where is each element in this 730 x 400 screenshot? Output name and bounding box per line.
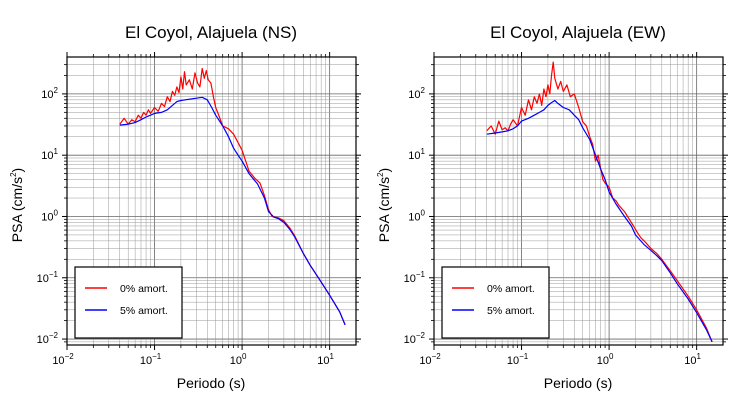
x-tick-label-exp: 0 [242, 352, 247, 361]
y-tick-label: 102 [408, 86, 425, 101]
y-axis-label-sup: 2 [9, 172, 18, 177]
y-tick-label-base: 10 [408, 211, 420, 223]
legend: 0% amort. 5% amort. [441, 266, 550, 339]
x-tick-label-base: 10 [317, 355, 329, 367]
x-tick-label-base: 10 [684, 355, 696, 367]
y-tick-label: 10−2 [37, 331, 59, 346]
chart-panel-ns: El Coyol, Alajuela (NS) Periodo (s) PSA … [9, 23, 361, 391]
y-tick-label: 10−1 [37, 270, 59, 285]
y-tick-label-exp: −1 [49, 270, 59, 279]
y-tick-label-exp: 1 [54, 147, 59, 156]
x-tick-label-base: 10 [597, 355, 609, 367]
legend-label: 0% amort. [120, 283, 168, 295]
x-tick-label: 100 [597, 352, 614, 367]
y-tick-label-base: 10 [404, 334, 416, 346]
x-tick-label-base: 10 [507, 355, 519, 367]
x-tick-label: 10−2 [419, 352, 441, 367]
y-tick-label: 101 [41, 147, 58, 162]
y-axis-label-sup: 2 [376, 172, 385, 177]
y-tick-label-exp: −2 [49, 331, 59, 340]
x-tick-label-base: 10 [140, 355, 152, 367]
chart-title: El Coyol, Alajuela (NS) [125, 23, 297, 42]
x-tick-label-exp: 1 [697, 352, 702, 361]
y-axis-label-main: PSA (cm/s [376, 177, 392, 242]
legend: 0% amort. 5% amort. [74, 266, 183, 339]
y-tick-label-base: 10 [408, 150, 420, 162]
y-tick-label-base: 10 [41, 211, 53, 223]
x-tick-label-base: 10 [419, 355, 431, 367]
y-tick-label: 10−2 [404, 331, 426, 346]
series-line [119, 96, 346, 326]
chart-panel-ew: El Coyol, Alajuela (EW) Periodo (s) PSA … [376, 23, 728, 391]
legend-label: 5% amort. [487, 305, 535, 317]
series-line [486, 99, 713, 343]
y-tick-label: 101 [408, 147, 425, 162]
y-tick-label-base: 10 [37, 273, 49, 285]
y-tick-label-exp: −1 [416, 270, 426, 279]
y-tick-label-base: 10 [404, 273, 416, 285]
chart-title: El Coyol, Alajuela (EW) [490, 23, 666, 42]
y-tick-label-exp: 2 [421, 86, 426, 95]
y-axis-label: PSA (cm/s2) [9, 168, 25, 242]
y-tick-label: 100 [41, 208, 58, 223]
x-tick-label-base: 10 [230, 355, 242, 367]
plot-frame [433, 56, 724, 346]
y-tick-label-exp: 1 [421, 147, 426, 156]
x-tick-label-exp: −1 [152, 352, 162, 361]
x-tick-label-exp: −2 [65, 352, 75, 361]
x-tick-label-exp: −2 [432, 352, 442, 361]
y-tick-label-exp: −2 [416, 331, 426, 340]
legend-label: 0% amort. [487, 283, 535, 295]
y-axis-label-end: ) [9, 168, 25, 173]
x-tick-label-base: 10 [52, 355, 64, 367]
x-tick-label: 10−1 [507, 352, 529, 367]
y-tick-label-base: 10 [37, 334, 49, 346]
y-tick-label-exp: 0 [421, 208, 426, 217]
legend-box [74, 266, 183, 339]
series-line [486, 61, 713, 343]
y-axis-label-end: ) [376, 168, 392, 173]
y-axis-label: PSA (cm/s2) [376, 168, 392, 242]
x-tick-label-exp: 0 [609, 352, 614, 361]
x-tick-label: 101 [684, 352, 701, 367]
legend-label: 5% amort. [120, 305, 168, 317]
x-tick-label: 100 [230, 352, 247, 367]
plot-frame [66, 56, 357, 346]
y-axis-label-main: PSA (cm/s [9, 177, 25, 242]
x-tick-label-exp: −1 [519, 352, 529, 361]
y-tick-label-base: 10 [41, 150, 53, 162]
x-tick-label-exp: 1 [330, 352, 335, 361]
y-tick-label-exp: 2 [54, 86, 59, 95]
y-tick-label-base: 10 [408, 89, 420, 101]
x-tick-label: 10−1 [140, 352, 162, 367]
grid [434, 57, 723, 345]
x-axis-label: Periodo (s) [544, 375, 612, 391]
x-tick-label: 10−2 [52, 352, 74, 367]
x-axis-label: Periodo (s) [177, 375, 245, 391]
y-tick-label: 10−1 [404, 270, 426, 285]
y-tick-label: 102 [41, 86, 58, 101]
y-tick-label-base: 10 [41, 89, 53, 101]
legend-box [441, 266, 550, 339]
x-tick-label: 101 [317, 352, 334, 367]
y-tick-label-exp: 0 [54, 208, 59, 217]
y-tick-label: 100 [408, 208, 425, 223]
